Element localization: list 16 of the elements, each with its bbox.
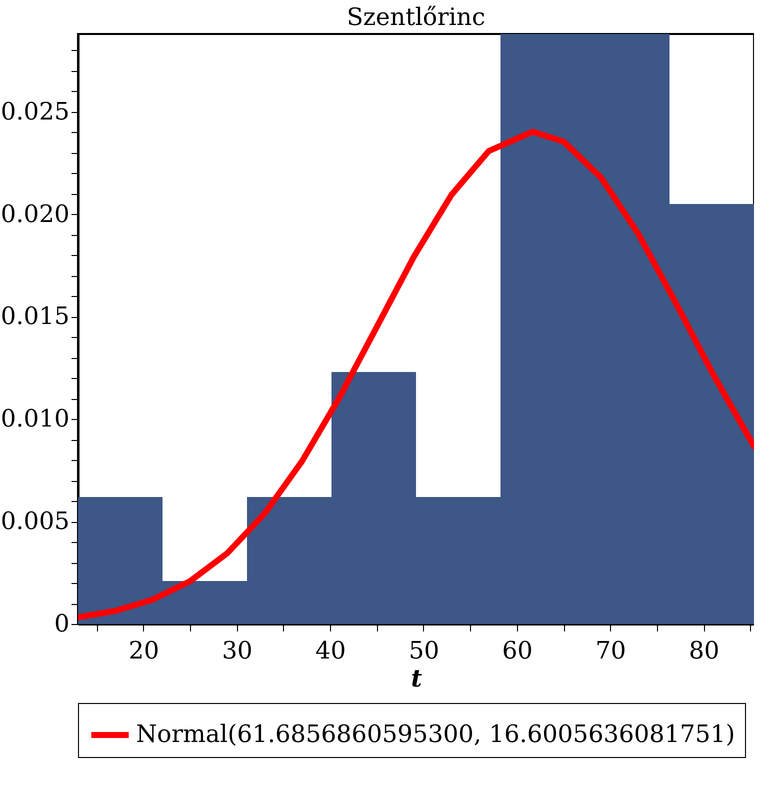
chart-title: Szentlőrinc bbox=[346, 3, 486, 31]
x-axis-title: t bbox=[410, 664, 422, 692]
y-tick-label: 0.025 bbox=[0, 97, 70, 126]
legend-label: Normal(61.6856860595300, 16.6005636081751) bbox=[136, 720, 735, 748]
y-tick-label: 0.020 bbox=[0, 200, 70, 228]
x-tick-label: 80 bbox=[688, 636, 720, 664]
x-tick-label: 40 bbox=[315, 636, 346, 664]
y-tick-label: 0.015 bbox=[0, 302, 70, 330]
y-tick-label: 0.010 bbox=[0, 404, 70, 433]
y-tick-label: 0.005 bbox=[0, 507, 70, 536]
x-tick-label: 60 bbox=[502, 636, 533, 664]
x-tick-label: 30 bbox=[222, 636, 253, 664]
x-tick-label: 50 bbox=[408, 636, 440, 664]
x-tick-label: 70 bbox=[595, 636, 626, 664]
x-tick-label: 20 bbox=[128, 636, 160, 664]
y-tick-label: 0 bbox=[54, 610, 70, 638]
